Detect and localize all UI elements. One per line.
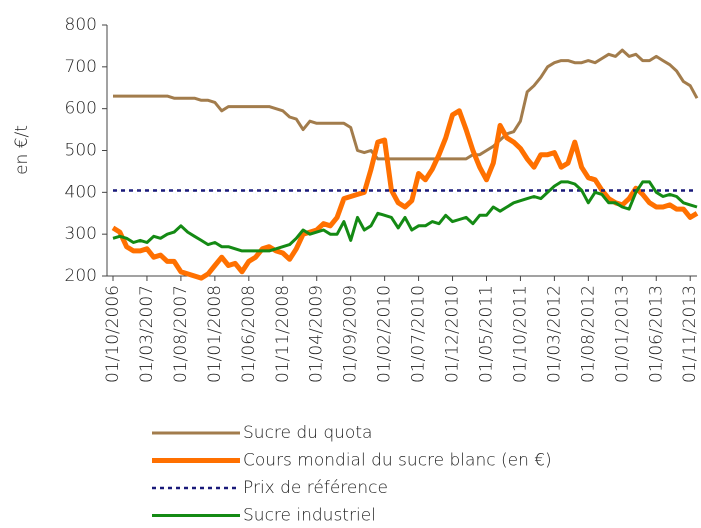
y-tick-label: 500	[65, 141, 97, 161]
series-line	[111, 108, 699, 281]
x-tick-label: 01/04/2009	[307, 285, 327, 383]
x-tick-label: 01/08/2007	[171, 285, 191, 383]
x-tick-label: 01/06/2008	[239, 285, 259, 383]
x-tick-label: 01/10/2006	[103, 285, 123, 383]
legend-label: Sucre industriel	[243, 506, 376, 525]
y-axis-label: en €/t	[12, 125, 32, 175]
x-tick-label: 01/03/2012	[544, 285, 564, 383]
x-tick-label: 01/07/2010	[409, 285, 429, 383]
x-tick-label: 01/05/2011	[476, 285, 496, 383]
x-tick-label: 01/06/2013	[646, 285, 666, 383]
series-line	[113, 48, 699, 161]
y-tick-label: 400	[65, 182, 97, 202]
legend-label: Sucre du quota	[243, 423, 372, 443]
x-tick-label: 01/03/2007	[137, 285, 157, 383]
x-tick-label: 01/01/2013	[612, 285, 632, 383]
y-tick-label: 800	[65, 15, 97, 35]
x-tick-label: 01/12/2010	[443, 285, 463, 383]
x-tick-label: 01/08/2012	[578, 285, 598, 383]
legend-label: Prix de référence	[243, 478, 388, 498]
x-tick-label: 01/11/2008	[273, 285, 293, 383]
legend-label: Cours mondial du sucre blanc (en €)	[243, 451, 552, 471]
y-tick-label: 300	[65, 224, 97, 244]
x-tick-label: 01/01/2008	[205, 285, 225, 383]
y-tick-label: 600	[65, 99, 97, 119]
x-tick-label: 01/10/2011	[510, 285, 530, 383]
y-tick-label: 200	[65, 266, 97, 286]
y-tick-label: 700	[65, 57, 97, 77]
x-tick-label: 01/11/2013	[680, 285, 700, 383]
x-tick-label: 01/09/2009	[341, 285, 361, 383]
series-line	[112, 180, 698, 253]
x-tick-label: 01/02/2010	[375, 285, 395, 383]
